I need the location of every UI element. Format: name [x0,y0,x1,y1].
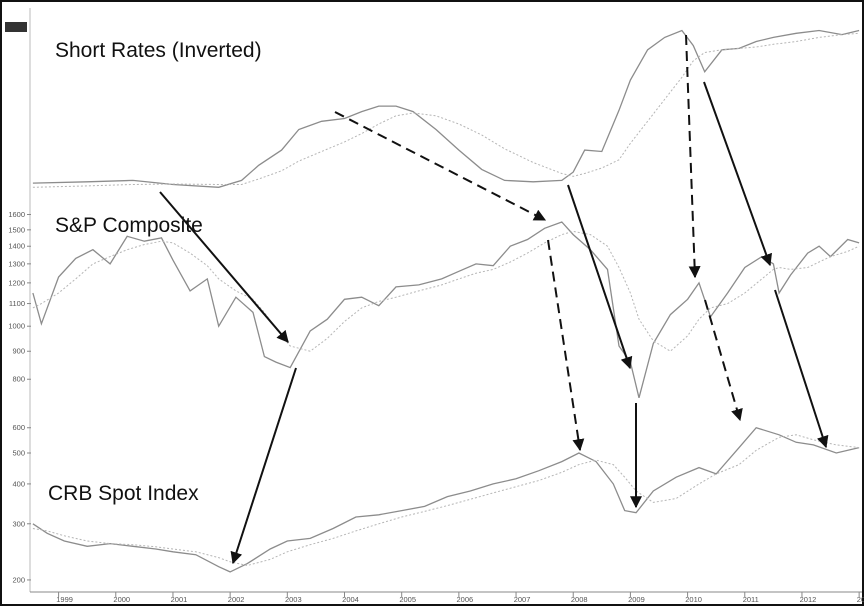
x-tick-label: 2005 [399,595,416,604]
x-tick-label: 2006 [457,595,474,604]
y-tick-label: 1400 [8,242,25,251]
x-tick-label: 2013 [857,595,864,604]
y-tick-label: 400 [12,479,25,488]
x-tick-label: 2004 [342,595,359,604]
badge [5,22,27,32]
y-tick-label: 300 [12,519,25,528]
x-tick-label: 2007 [514,595,531,604]
series-line [32,426,860,573]
arrows [159,34,829,565]
arrow [230,367,297,565]
series-line [32,221,860,398]
y-tick-label: 1600 [8,210,25,219]
arrow [703,81,772,267]
arrow [334,111,547,221]
y-tick-label: 500 [12,448,25,457]
arrow [704,299,743,422]
y-tick-label: 1000 [8,322,25,331]
x-tick-label: 1999 [56,595,73,604]
x-tick-label: 2001 [171,595,188,604]
y-tick-label: 600 [12,423,25,432]
x-tick-label: 2012 [800,595,817,604]
y-tick-label: 800 [12,375,25,384]
y-tick-label: 1500 [8,225,25,234]
series-label: CRB Spot Index [48,482,199,505]
arrow [774,289,829,449]
plot: 1999 2000 2001 2002 2003 2004 2005 2006 2007 2008… [8,29,864,604]
y-tick-label: 1300 [8,259,25,268]
arrow [547,239,585,452]
x-tick-label: 2008 [571,595,588,604]
series-label: Short Rates (Inverted) [55,39,262,62]
series-label: S&P Composite [55,214,203,237]
arrow [159,191,289,343]
y-tick-label: 1100 [9,299,25,308]
series-line [32,32,860,188]
x-tick-label: 2003 [285,595,302,604]
y-tick-label: 200 [12,575,25,584]
y-tick-label: 900 [12,347,25,356]
x-tick-label: 2011 [743,595,759,604]
arrow [567,184,633,370]
x-tick-label: 2000 [113,595,130,604]
x-tick-label: 2009 [628,595,645,604]
x-tick-label: 2002 [228,595,245,604]
series-line [32,230,860,352]
y-tick-label: 1200 [8,278,25,287]
arrow [685,34,701,279]
x-tick-label: 2010 [685,595,702,604]
